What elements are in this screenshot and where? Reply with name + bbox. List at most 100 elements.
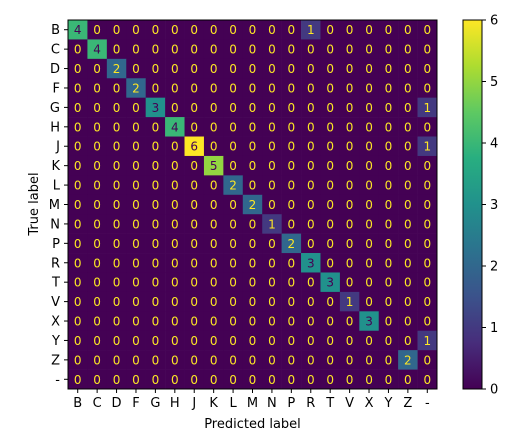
heatmap-cell bbox=[242, 78, 263, 98]
cell-value-label: 2 bbox=[132, 81, 140, 95]
y-tick-label: Z bbox=[51, 353, 60, 368]
cell-value-label: 0 bbox=[152, 81, 160, 95]
heatmap-cell bbox=[398, 330, 418, 351]
cell-value-label: 0 bbox=[307, 373, 315, 387]
cell-value-label: 0 bbox=[288, 101, 296, 115]
cell-value-label: 1 bbox=[268, 217, 276, 231]
heatmap-cell bbox=[126, 214, 146, 234]
cell-value-label: 0 bbox=[74, 101, 82, 115]
heatmap-cell bbox=[203, 194, 224, 215]
x-tick-label: D bbox=[112, 396, 122, 411]
cell-value-label: 0 bbox=[268, 295, 276, 309]
cell-value-label: 0 bbox=[365, 217, 373, 231]
heatmap-cell bbox=[203, 155, 224, 176]
cell-value-label: 0 bbox=[346, 276, 354, 290]
cell-value-label: 0 bbox=[229, 81, 237, 95]
cell-value-label: 0 bbox=[423, 81, 431, 95]
heatmap-cell bbox=[184, 194, 205, 215]
cell-value-label: 0 bbox=[365, 237, 373, 251]
heatmap-cell bbox=[184, 78, 205, 98]
cell-value-label: 0 bbox=[288, 140, 296, 154]
cell-value-label: 0 bbox=[268, 43, 276, 57]
heatmap-cell bbox=[339, 39, 360, 60]
cell-value-label: 0 bbox=[190, 23, 198, 37]
heatmap-cell bbox=[145, 350, 166, 370]
heatmap-cell bbox=[398, 291, 418, 312]
heatmap-cell bbox=[242, 155, 263, 176]
heatmap-cell bbox=[417, 39, 438, 60]
heatmap-cell bbox=[378, 117, 399, 137]
heatmap-cell bbox=[106, 272, 127, 293]
cell-value-label: 2 bbox=[404, 353, 412, 367]
heatmap-cell bbox=[301, 136, 321, 157]
y-tick-label: T bbox=[51, 276, 60, 291]
cell-value-label: 0 bbox=[346, 179, 354, 193]
cell-value-label: 0 bbox=[210, 334, 218, 348]
heatmap-cell bbox=[126, 330, 146, 351]
heatmap-cell bbox=[223, 272, 244, 293]
heatmap-cell bbox=[281, 291, 302, 312]
cell-value-label: 0 bbox=[190, 315, 198, 329]
cell-value-label: 2 bbox=[229, 179, 237, 193]
cell-value-label: 0 bbox=[249, 295, 257, 309]
heatmap-cell bbox=[126, 39, 146, 60]
cell-value-label: 0 bbox=[229, 353, 237, 367]
heatmap-cell bbox=[398, 20, 418, 40]
cell-value-label: 0 bbox=[190, 295, 198, 309]
cell-value-label: 0 bbox=[113, 23, 121, 37]
cell-value-label: 0 bbox=[190, 373, 198, 387]
heatmap-cell bbox=[68, 78, 88, 98]
cell-value-label: 0 bbox=[385, 334, 393, 348]
heatmap-cell bbox=[68, 117, 88, 137]
cell-value-label: 0 bbox=[190, 159, 198, 173]
heatmap-cell bbox=[281, 194, 302, 215]
heatmap-cell bbox=[320, 20, 341, 40]
cell-value-label: 0 bbox=[171, 373, 179, 387]
cell-value-label: 0 bbox=[229, 276, 237, 290]
cell-value-label: 0 bbox=[210, 256, 218, 270]
heatmap-cell bbox=[223, 291, 244, 312]
heatmap-cell bbox=[339, 311, 360, 332]
cell-value-label: 0 bbox=[152, 295, 160, 309]
cell-value-label: 0 bbox=[93, 23, 101, 37]
cell-value-label: 0 bbox=[249, 140, 257, 154]
heatmap-cell bbox=[68, 369, 88, 390]
heatmap-cell bbox=[417, 272, 438, 293]
heatmap-cell bbox=[87, 155, 108, 176]
cell-value-label: 0 bbox=[132, 353, 140, 367]
heatmap-cell bbox=[398, 78, 418, 98]
y-tick-label: - bbox=[55, 373, 60, 388]
cell-value-label: 0 bbox=[385, 198, 393, 212]
cell-value-label: 0 bbox=[93, 62, 101, 76]
heatmap-cell bbox=[203, 175, 224, 196]
cell-value-label: 0 bbox=[326, 43, 334, 57]
cell-value-label: 0 bbox=[404, 62, 412, 76]
heatmap-cell bbox=[398, 39, 418, 60]
heatmap-cell bbox=[106, 330, 127, 351]
cell-value-label: 0 bbox=[210, 101, 218, 115]
cell-value-label: 0 bbox=[74, 62, 82, 76]
heatmap-cell bbox=[165, 97, 185, 118]
cell-value-label: 6 bbox=[190, 140, 198, 154]
cell-value-label: 0 bbox=[74, 373, 82, 387]
heatmap-cell bbox=[165, 78, 185, 98]
heatmap-cell bbox=[262, 58, 282, 79]
cell-value-label: 3 bbox=[152, 101, 160, 115]
heatmap-cell bbox=[242, 20, 263, 40]
cell-value-label: 0 bbox=[74, 237, 82, 251]
heatmap-cell bbox=[417, 330, 438, 351]
heatmap-cell bbox=[359, 117, 380, 137]
heatmap-cell bbox=[184, 350, 205, 370]
cell-value-label: 0 bbox=[385, 179, 393, 193]
cell-value-label: 0 bbox=[171, 217, 179, 231]
heatmap-cell bbox=[262, 233, 282, 254]
heatmap-cell bbox=[68, 20, 88, 40]
cell-value-label: 0 bbox=[171, 256, 179, 270]
cell-value-label: 0 bbox=[113, 179, 121, 193]
heatmap-cell bbox=[165, 253, 185, 273]
heatmap-cell bbox=[281, 39, 302, 60]
x-tick-label: B bbox=[73, 396, 82, 411]
heatmap-cell bbox=[417, 58, 438, 79]
cell-value-label: 0 bbox=[423, 276, 431, 290]
cell-value-label: 0 bbox=[229, 140, 237, 154]
